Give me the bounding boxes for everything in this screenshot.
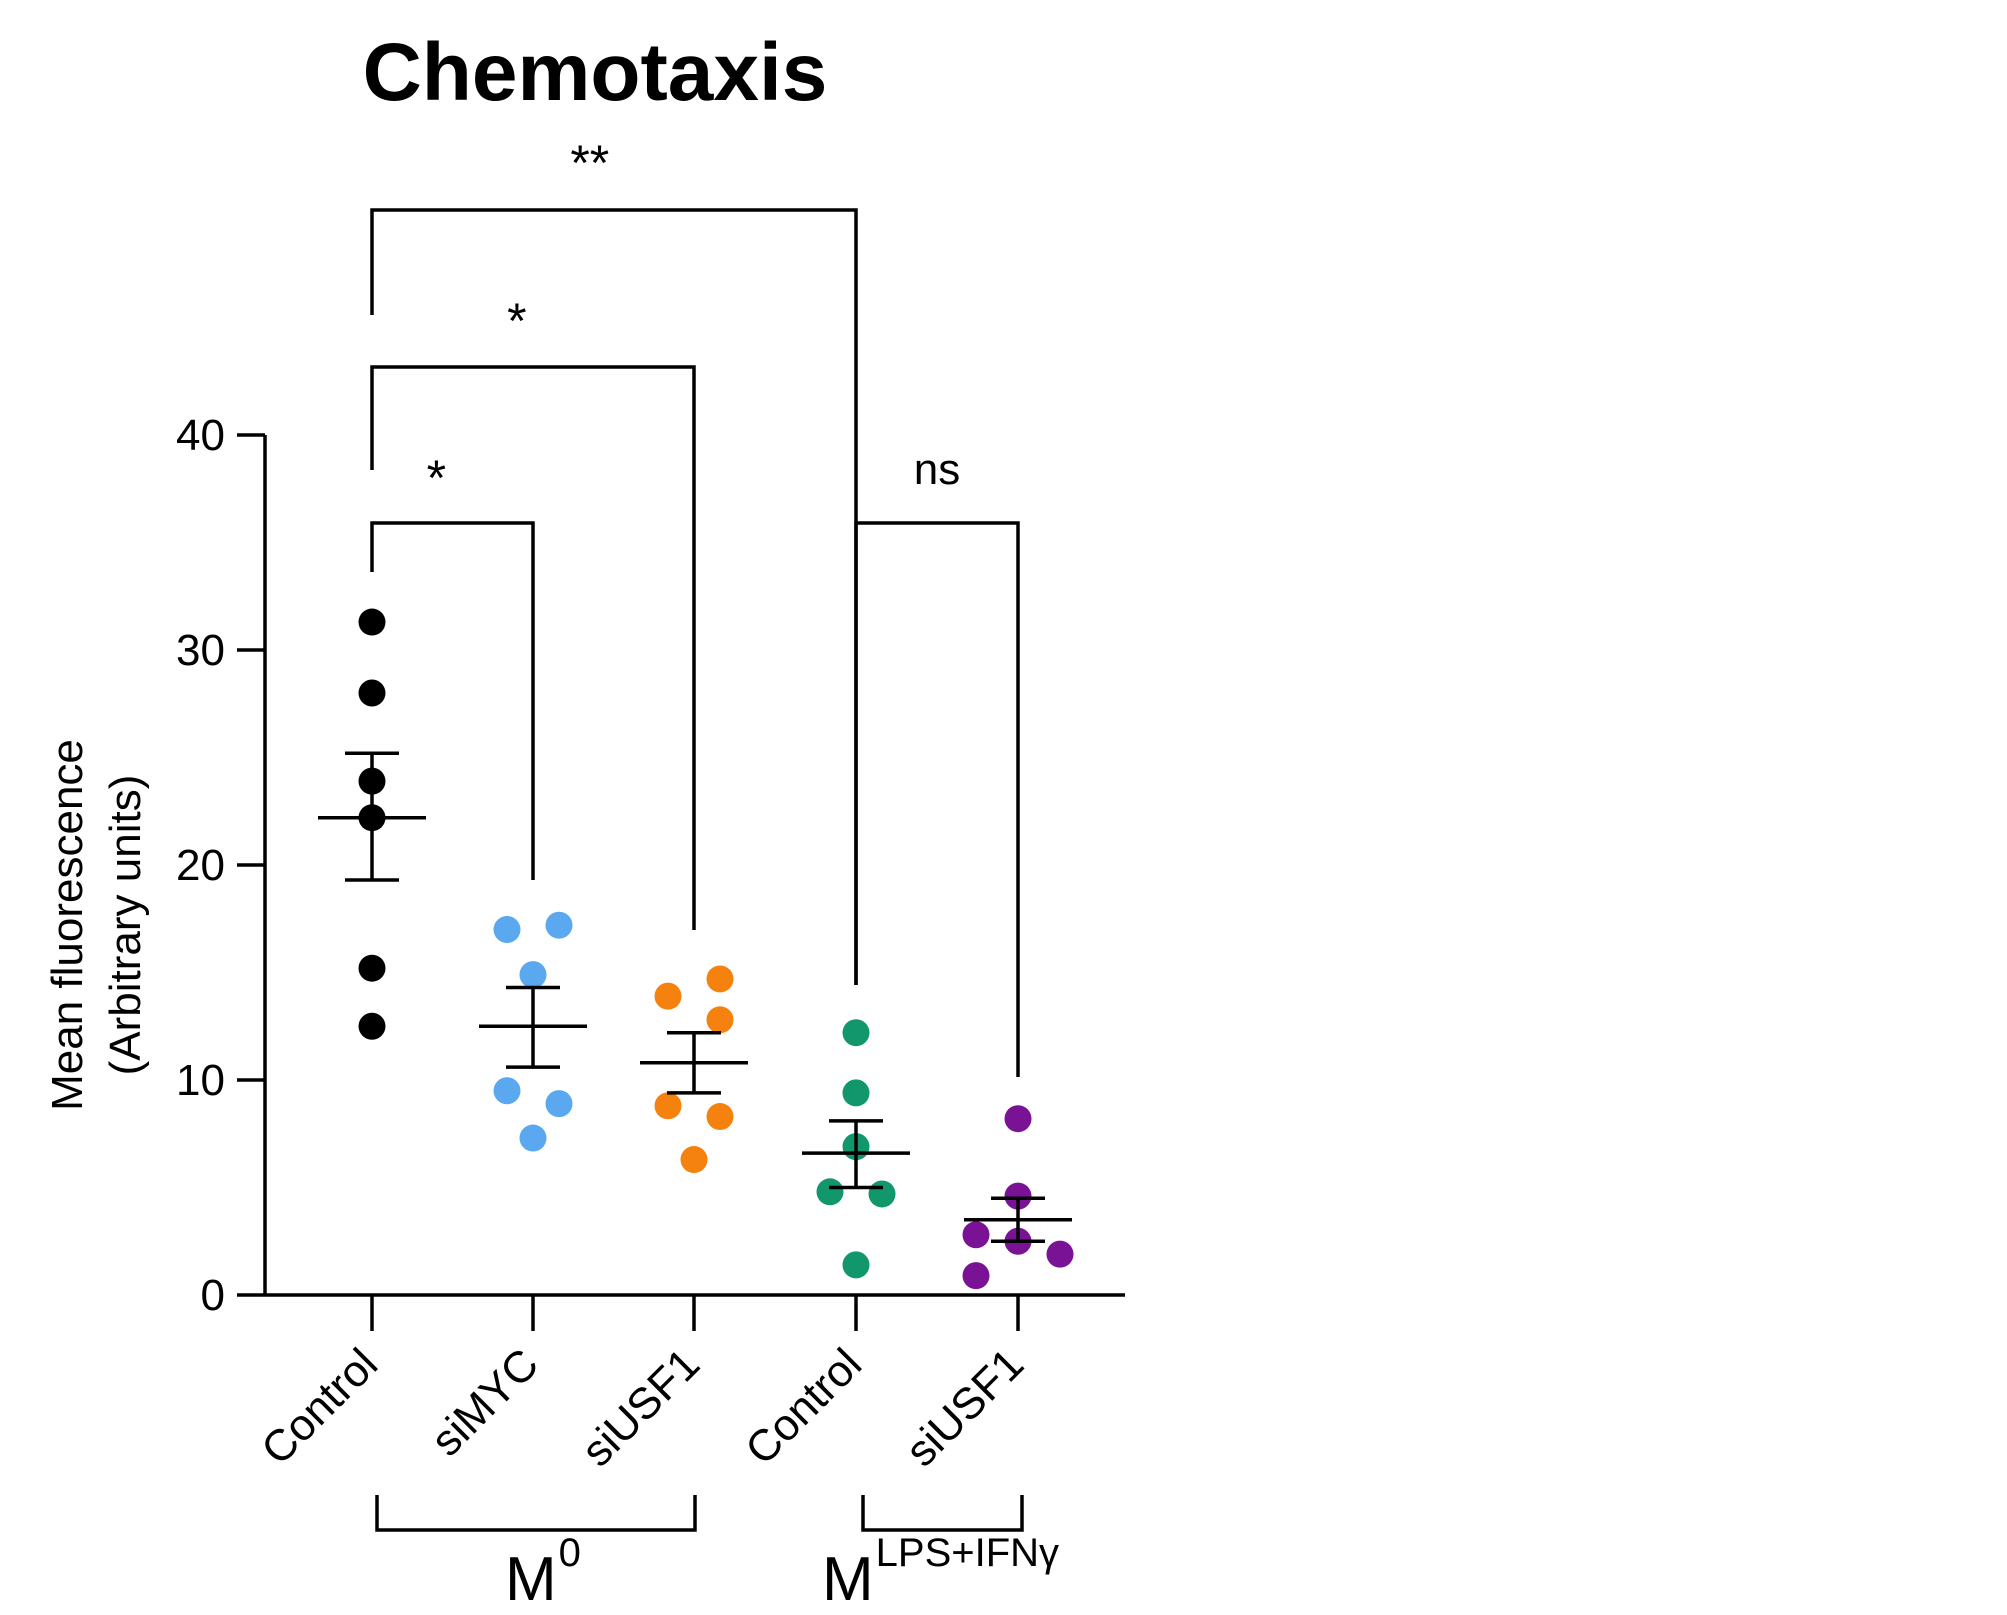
data-point bbox=[962, 1221, 990, 1249]
data-point bbox=[358, 954, 386, 982]
data-point bbox=[654, 1092, 682, 1120]
x-tick-label: Control bbox=[736, 1339, 871, 1474]
data-point bbox=[519, 1124, 547, 1152]
x-tick-label: siUSF1 bbox=[896, 1339, 1033, 1476]
data-point bbox=[519, 961, 547, 989]
data-point bbox=[868, 1180, 896, 1208]
significance-bracket bbox=[370, 208, 858, 985]
data-point bbox=[1004, 1105, 1032, 1133]
significance-label: * bbox=[427, 450, 446, 506]
data-point bbox=[816, 1178, 844, 1206]
data-point bbox=[358, 608, 386, 636]
data-point bbox=[545, 911, 573, 939]
y-axis-label-line1: Mean fluorescence bbox=[43, 739, 92, 1111]
data-point bbox=[706, 1103, 734, 1131]
data-point bbox=[842, 1079, 870, 1107]
data-point bbox=[680, 1146, 708, 1174]
data-point bbox=[842, 1251, 870, 1279]
data-point bbox=[493, 916, 521, 943]
data-point bbox=[962, 1262, 990, 1290]
data-point bbox=[493, 1077, 521, 1105]
group-bracket bbox=[375, 1495, 697, 1532]
x-tick-label: siUSF1 bbox=[572, 1339, 709, 1476]
y-tick-label: 30 bbox=[176, 626, 225, 675]
group-label: MLPS+IFNγ bbox=[822, 1531, 1059, 1610]
significance-label: * bbox=[507, 293, 526, 349]
y-tick-label: 10 bbox=[176, 1056, 225, 1105]
x-tick-label: siMYC bbox=[422, 1339, 548, 1465]
group-bracket bbox=[861, 1495, 1024, 1532]
data-point bbox=[654, 982, 682, 1010]
chart-title: Chemotaxis bbox=[363, 27, 828, 118]
data-point bbox=[545, 1090, 573, 1118]
data-point bbox=[1046, 1240, 1074, 1268]
y-axis-label-line2: (Arbitrary units) bbox=[101, 775, 150, 1076]
data-point bbox=[358, 679, 386, 707]
group-label: M0 bbox=[505, 1531, 581, 1610]
y-tick-label: 20 bbox=[176, 841, 225, 890]
significance-label: ** bbox=[570, 135, 609, 191]
data-point bbox=[706, 965, 734, 993]
significance-bracket bbox=[370, 521, 535, 880]
significance-bracket bbox=[370, 365, 696, 930]
x-tick-label: Control bbox=[252, 1339, 387, 1474]
data-point bbox=[1004, 1182, 1032, 1210]
data-point bbox=[706, 1006, 734, 1034]
data-point bbox=[842, 1019, 870, 1047]
significance-label: ns bbox=[914, 445, 960, 494]
data-point bbox=[358, 1012, 386, 1040]
y-tick-label: 0 bbox=[201, 1271, 225, 1320]
significance-bracket bbox=[854, 521, 1020, 1077]
y-tick-label: 40 bbox=[176, 411, 225, 460]
